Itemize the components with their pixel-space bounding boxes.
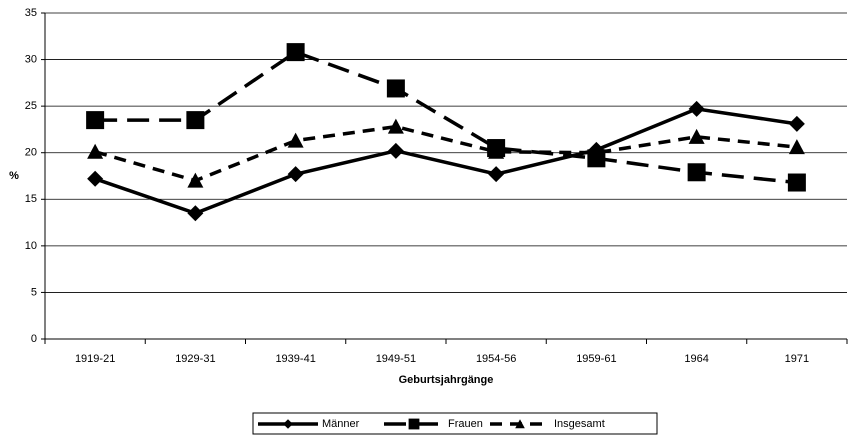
x-tick-label: 1949-51 xyxy=(376,353,416,365)
marker xyxy=(186,111,205,130)
marker xyxy=(788,115,805,132)
y-tick-label: 25 xyxy=(25,100,37,112)
marker xyxy=(408,418,420,430)
x-tick-label: 1971 xyxy=(785,353,809,365)
marker xyxy=(287,132,304,148)
marker xyxy=(387,118,404,134)
x-tick-label: 1929-31 xyxy=(175,353,215,365)
marker xyxy=(286,43,305,62)
y-tick-label: 10 xyxy=(25,240,37,252)
legend-label: Insgesamt xyxy=(554,418,605,430)
marker xyxy=(87,170,104,187)
legend-box xyxy=(252,412,658,435)
marker xyxy=(87,143,104,159)
marker xyxy=(515,419,525,429)
marker xyxy=(387,142,404,159)
x-tick-label: 1954-56 xyxy=(476,353,516,365)
marker xyxy=(187,205,204,222)
y-tick-label: 0 xyxy=(31,333,37,345)
legend-label: Männer xyxy=(322,418,360,430)
marker xyxy=(788,139,805,155)
y-tick-label: 5 xyxy=(31,286,37,298)
marker xyxy=(187,172,204,188)
marker xyxy=(687,163,706,182)
y-tick-label: 30 xyxy=(25,53,37,65)
x-tick-label: 1964 xyxy=(684,353,708,365)
x-tick-label: 1959-61 xyxy=(576,353,616,365)
marker xyxy=(688,100,705,117)
y-tick-label: 15 xyxy=(25,193,37,205)
legend-label: Frauen xyxy=(448,418,483,430)
marker xyxy=(488,143,505,159)
marker xyxy=(386,79,405,98)
x-tick-label: 1939-41 xyxy=(275,353,315,365)
marker xyxy=(287,166,304,183)
y-tick-label: 20 xyxy=(25,147,37,159)
series-line xyxy=(94,107,798,216)
x-tick-label: 1919-21 xyxy=(75,353,115,365)
series-line xyxy=(94,124,798,183)
marker xyxy=(688,128,705,144)
x-axis-label: Geburtsjahrgänge xyxy=(399,374,494,386)
marker xyxy=(787,173,806,192)
y-axis-label: % xyxy=(9,170,19,182)
series-line xyxy=(95,50,798,185)
marker xyxy=(86,111,105,130)
marker xyxy=(488,166,505,183)
y-tick-label: 35 xyxy=(25,7,37,19)
marker xyxy=(588,144,605,160)
